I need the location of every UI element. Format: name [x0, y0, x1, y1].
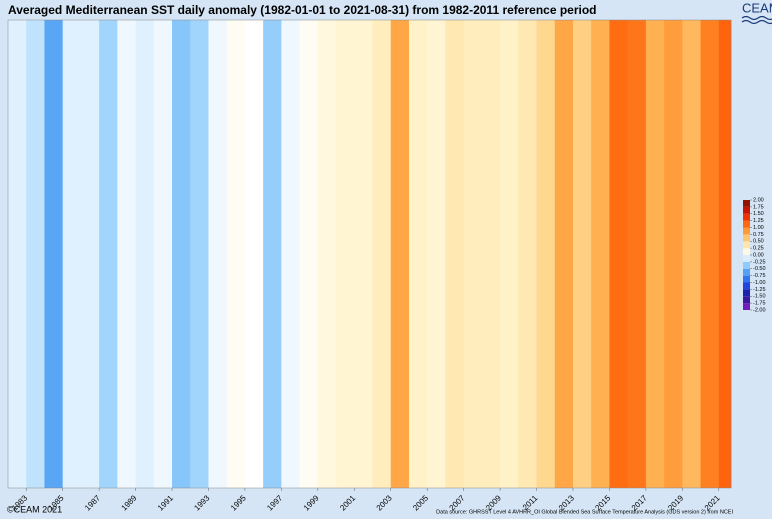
- colorbar-swatch: [743, 248, 750, 255]
- stripe: [336, 20, 355, 488]
- stripe: [26, 20, 45, 488]
- stripe: [190, 20, 209, 488]
- colorbar-swatch: [743, 227, 750, 235]
- stripe: [572, 20, 592, 488]
- stripe: [244, 20, 264, 488]
- colorbar-label: -1.50: [753, 294, 766, 300]
- colorbar-swatch: [743, 296, 750, 304]
- stripe: [481, 20, 501, 488]
- stripe: [463, 20, 483, 488]
- stripe: [317, 20, 337, 488]
- stripe: [445, 20, 465, 488]
- colorbar-swatch: [743, 275, 750, 283]
- colorbar-label: 1.50: [753, 211, 764, 217]
- colorbar-swatch: [743, 303, 750, 310]
- colorbar-swatch: [743, 241, 750, 249]
- stripe: [8, 20, 27, 488]
- stripe: [682, 20, 701, 488]
- colorbar-label: -1.00: [753, 280, 766, 286]
- stripe: [718, 20, 732, 488]
- copyright: ©CEAM 2021: [7, 504, 62, 514]
- stripe: [354, 20, 373, 488]
- stripe: [390, 20, 410, 488]
- colorbar-label: 0.00: [753, 252, 764, 258]
- logo: CEAM: [742, 0, 772, 15]
- colorbar-label: -2.00: [753, 307, 766, 313]
- colorbar-swatch: [743, 200, 750, 207]
- colorbar-swatch: [743, 268, 750, 276]
- stripe: [44, 20, 64, 488]
- colorbar-label: -1.75: [753, 301, 766, 307]
- stripe: [135, 20, 155, 488]
- stripe: [427, 20, 446, 488]
- colorbar-swatch: [743, 213, 750, 221]
- colorbar-label: 0.50: [753, 239, 764, 245]
- colorbar-label: -0.75: [753, 273, 766, 279]
- colorbar-swatch: [743, 234, 750, 242]
- stripe: [299, 20, 319, 488]
- stripe: [172, 20, 191, 488]
- stripe: [263, 20, 282, 488]
- colorbar-swatch: [743, 206, 750, 214]
- stripe: [62, 20, 82, 488]
- colorbar-label: -0.25: [753, 259, 766, 265]
- colorbar-swatch: [743, 282, 750, 290]
- chart-title: Averaged Mediterranean SST daily anomaly…: [8, 3, 597, 17]
- stripe: [281, 20, 301, 488]
- stripe: [554, 20, 574, 488]
- stripe: [609, 20, 629, 488]
- colorbar-label: 1.00: [753, 225, 764, 231]
- stripe: [226, 20, 246, 488]
- stripe: [645, 20, 665, 488]
- colorbar-swatch: [743, 255, 750, 262]
- colorbar-label: -0.50: [753, 266, 766, 272]
- colorbar-swatch: [743, 289, 750, 297]
- colorbar-label: 2.00: [753, 197, 764, 203]
- stripe: [99, 20, 118, 488]
- logo-waves: [741, 15, 772, 25]
- stripe: [408, 20, 428, 488]
- colorbar-label: -1.25: [753, 287, 766, 293]
- stripe: [664, 20, 683, 488]
- data-source: Data source: GHRSST Level 4 AVHRR_OI Glo…: [436, 509, 733, 515]
- stripe: [700, 20, 720, 488]
- stripe: [372, 20, 392, 488]
- colorbar-label: 0.75: [753, 232, 764, 238]
- stripe: [153, 20, 173, 488]
- colorbar-label: 0.25: [753, 246, 764, 252]
- stripe: [536, 20, 556, 488]
- colorbar-label: 1.75: [753, 204, 764, 210]
- stripe: [500, 20, 519, 488]
- plot-frame: [7, 19, 732, 489]
- stripe: [208, 20, 228, 488]
- stripe: [80, 20, 100, 488]
- stripe: [591, 20, 610, 488]
- stripe: [117, 20, 136, 488]
- colorbar-swatch: [743, 261, 750, 269]
- colorbar-label: 1.25: [753, 218, 764, 224]
- colorbar-swatch: [743, 220, 750, 228]
- stripe: [518, 20, 537, 488]
- stripe: [627, 20, 647, 488]
